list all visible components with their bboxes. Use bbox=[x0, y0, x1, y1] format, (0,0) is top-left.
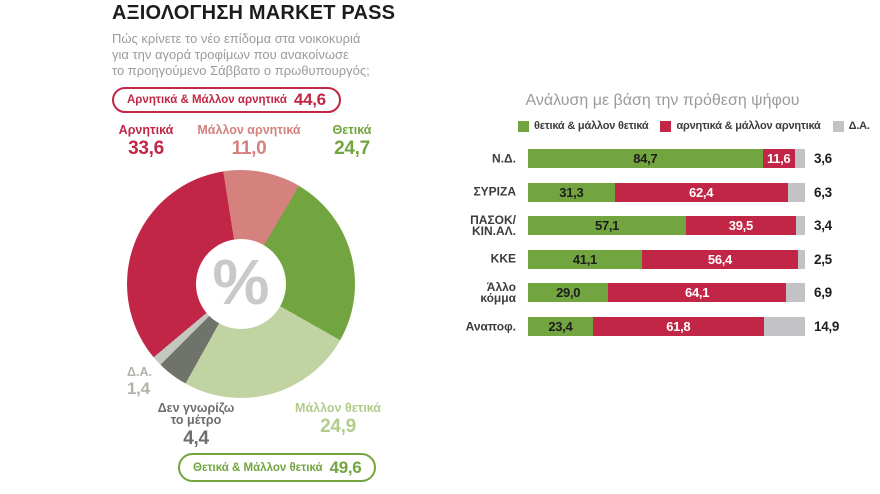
bar-segment-negative: 62,4 bbox=[614, 182, 788, 202]
bar-value: 57,1 bbox=[595, 218, 620, 234]
bar-value: 61,8 bbox=[666, 319, 691, 334]
legend-label: αρνητικά & μάλλον αρνητικά bbox=[676, 120, 821, 132]
bar-segment-negative: 64,1 bbox=[608, 283, 786, 303]
bar-value-da: 6,3 bbox=[814, 184, 832, 200]
bar-track: 57,1 39,5 bbox=[528, 216, 805, 236]
slice-name: Αρνητικά bbox=[118, 123, 174, 137]
slice-name: Δεν γνωρίζω το μέτρο bbox=[157, 401, 235, 427]
bar-row: Άλλο κόμμα 29,0 64,1 6,9 bbox=[448, 279, 878, 305]
bar-category-label: Ν.Δ. bbox=[492, 151, 516, 165]
bar-segment-da bbox=[787, 182, 805, 202]
bar-row: Ν.Δ. 84,7 11,6 3,6 bbox=[448, 149, 878, 168]
positive-swatch-icon bbox=[518, 120, 529, 132]
bar-value: 31,3 bbox=[559, 184, 584, 200]
bar-segment-da bbox=[798, 249, 805, 269]
slice-value: 4,4 bbox=[183, 428, 209, 449]
slice-value: 24,7 bbox=[334, 138, 370, 159]
legend-item-positive: θετικά & μάλλον θετικά bbox=[518, 120, 649, 132]
negative-total-badge: Αρνητικά & Μάλλον αρνητικά 44,6 bbox=[112, 87, 341, 113]
bar-category-label: Άλλο κόμμα bbox=[480, 279, 516, 305]
legend-label: Δ.Α. bbox=[848, 120, 870, 132]
slice-label-da: Δ.Α. 1,4 bbox=[127, 366, 187, 399]
positive-total-value: 49,6 bbox=[329, 457, 362, 477]
bar-row: ΠΑΣΟΚ/ ΚΙΝ.ΑΛ. 57,1 39,5 3,4 bbox=[448, 212, 878, 238]
slice-name: Μάλλον αρνητικά bbox=[197, 123, 301, 137]
slice-label-negative: Αρνητικά 33,6 bbox=[104, 124, 188, 160]
bar-row: ΣΥΡΙΖΑ 31,3 62,4 6,3 bbox=[448, 182, 878, 202]
donut-chart: % bbox=[127, 170, 355, 398]
bar-row: Αναποφ. 23,4 61,8 14,9 bbox=[448, 317, 878, 336]
legend-item-negative: αρνητικά & μάλλον αρνητικά bbox=[660, 120, 821, 132]
percent-symbol: % bbox=[212, 246, 270, 318]
negative-swatch-icon bbox=[660, 120, 672, 132]
bar-value: 56,4 bbox=[707, 251, 732, 267]
bar-track: 29,0 64,1 bbox=[528, 283, 805, 303]
bar-value-da: 3,6 bbox=[814, 151, 832, 166]
positive-total-label: Θετικά & Μάλλον θετικά bbox=[193, 461, 323, 474]
bar-value: 23,4 bbox=[548, 319, 573, 334]
negative-total-value: 44,6 bbox=[293, 90, 326, 109]
bar-track: 84,7 11,6 bbox=[528, 149, 805, 168]
bar-segment-positive: 84,7 bbox=[528, 149, 763, 168]
slice-label-dont-know: Δεν γνωρίζω το μέτρο 4,4 bbox=[146, 402, 246, 450]
bar-value: 39,5 bbox=[728, 218, 753, 234]
bar-track: 23,4 61,8 bbox=[528, 317, 805, 336]
legend-label: θετικά & μάλλον θετικά bbox=[534, 120, 649, 132]
bar-segment-da bbox=[795, 216, 805, 236]
bar-segment-positive: 41,1 bbox=[528, 249, 642, 269]
bar-value: 41,1 bbox=[572, 251, 597, 267]
bar-segment-negative: 61,8 bbox=[592, 317, 764, 336]
bar-segment-da bbox=[785, 283, 805, 303]
da-swatch-icon bbox=[832, 120, 844, 132]
slice-label-rather-negative: Μάλλον αρνητικά 11,0 bbox=[189, 124, 309, 160]
bar-value: 29,0 bbox=[556, 285, 581, 301]
bar-value-da: 14,9 bbox=[814, 319, 840, 334]
bar-segment-positive: 31,3 bbox=[528, 182, 615, 202]
bar-track: 31,3 62,4 bbox=[528, 182, 805, 202]
bar-segment-negative: 56,4 bbox=[641, 249, 799, 269]
bar-value-da: 6,9 bbox=[814, 285, 832, 301]
bar-segment-positive: 23,4 bbox=[528, 317, 593, 336]
page-title: ΑΞΙΟΛΟΓΗΣΗ MARKET PASS bbox=[112, 2, 396, 24]
bar-value: 11,6 bbox=[766, 151, 791, 166]
bar-category-label: ΠΑΣΟΚ/ ΚΙΝ.ΑΛ. bbox=[470, 212, 516, 238]
slice-label-positive: Θετικά 24,7 bbox=[310, 124, 394, 160]
donut-hole: % bbox=[196, 239, 286, 329]
bar-value: 84,7 bbox=[633, 151, 658, 166]
bar-value: 64,1 bbox=[685, 285, 710, 301]
slice-name: Μάλλον θετικά bbox=[295, 401, 381, 415]
bar-category-label: Αναποφ. bbox=[465, 319, 516, 333]
bar-segment-positive: 29,0 bbox=[528, 283, 609, 303]
bar-track: 41,1 56,4 bbox=[528, 249, 805, 269]
bar-value-da: 2,5 bbox=[814, 251, 832, 267]
bar-segment-da bbox=[794, 149, 805, 168]
bar-category-label: ΚΚΕ bbox=[490, 251, 516, 266]
slice-value: 1,4 bbox=[127, 379, 150, 398]
legend: θετικά & μάλλον θετικά αρνητικά & μάλλον… bbox=[518, 120, 870, 132]
slice-name: Δ.Α. bbox=[127, 365, 152, 379]
bar-category-label: ΣΥΡΙΖΑ bbox=[473, 184, 516, 199]
slice-value: 33,6 bbox=[128, 138, 164, 159]
slice-label-rather-positive: Μάλλον θετικά 24,9 bbox=[288, 402, 388, 438]
bar-segment-da bbox=[763, 317, 805, 336]
bar-segment-negative: 39,5 bbox=[686, 216, 796, 236]
positive-total-badge: Θετικά & Μάλλον θετικά 49,6 bbox=[178, 453, 377, 482]
negative-total-label: Αρνητικά & Μάλλον αρνητικά bbox=[127, 94, 287, 106]
bar-value-da: 3,4 bbox=[814, 218, 832, 234]
bar-value: 62,4 bbox=[689, 184, 714, 200]
slice-value: 24,9 bbox=[320, 416, 356, 437]
bar-row: ΚΚΕ 41,1 56,4 2,5 bbox=[448, 249, 878, 269]
survey-question: Πώς κρίνετε το νέο επίδομα στα νοικοκυρι… bbox=[112, 31, 370, 78]
bar-chart-title: Ανάλυση με βάση την πρόθεση ψήφου bbox=[525, 92, 800, 109]
legend-item-da: Δ.Α. bbox=[832, 120, 870, 132]
bar-segment-negative: 11,6 bbox=[762, 149, 795, 168]
slice-value: 11,0 bbox=[231, 138, 267, 159]
slice-name: Θετικά bbox=[332, 123, 372, 137]
stacked-bar-chart: Ν.Δ. 84,7 11,6 3,6 ΣΥΡΙΖΑ 31,3 62,4 6,3 ΠΑΣΟΚ/ Κ… bbox=[448, 149, 878, 369]
bar-segment-positive: 57,1 bbox=[528, 216, 687, 236]
